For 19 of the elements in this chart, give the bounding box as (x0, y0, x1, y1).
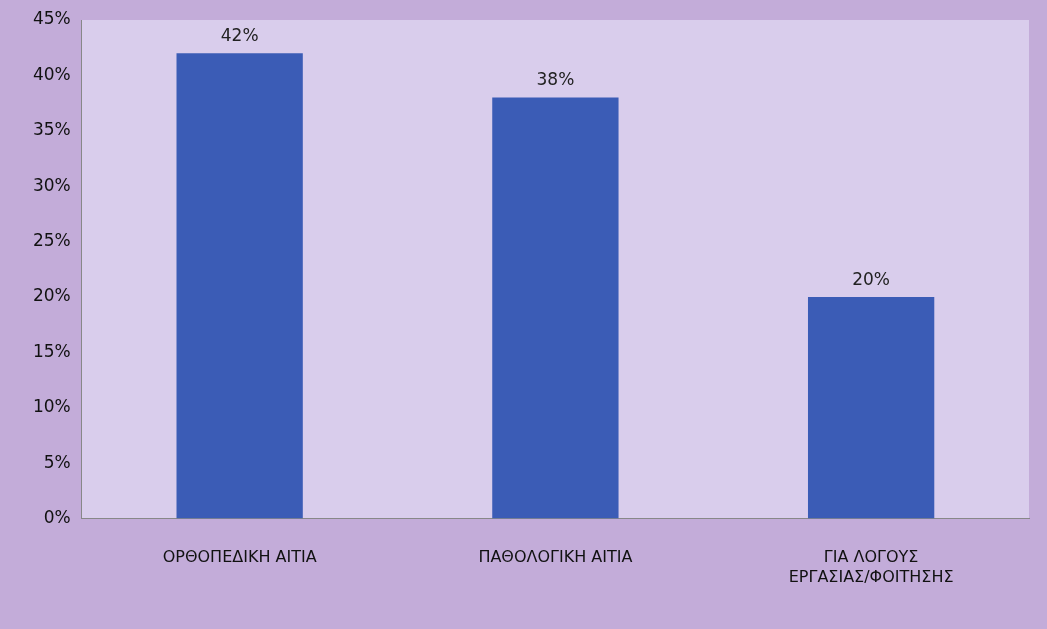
y-tick-label: 40% (32, 63, 71, 84)
y-tick-label: 5% (43, 451, 71, 472)
y-tick-label: 45% (32, 8, 71, 29)
y-tick-label: 15% (32, 340, 71, 361)
x-tick-label: ΓΙΑ ΛΟΓΟΥΣ ΕΡΓΑΣΙΑΣ/ΦΟΙΤΗΣΗΣ (788, 547, 954, 586)
x-tick-label: ΟΡΘΟΠΕΔΙΚΗ ΑΙΤΙΑ (162, 547, 317, 567)
data-label: 20% (852, 268, 891, 289)
bar (176, 53, 303, 519)
y-tick-label: 35% (32, 119, 71, 140)
y-tick-label: 0% (43, 507, 71, 528)
bar (807, 297, 935, 519)
y-tick-label: 20% (32, 285, 71, 306)
bar (492, 97, 619, 519)
y-tick-label: 10% (32, 396, 71, 417)
y-tick-label: 25% (32, 230, 71, 251)
y-tick-label: 30% (32, 174, 71, 195)
data-label: 38% (536, 69, 575, 90)
data-label: 42% (220, 25, 259, 46)
x-tick-label: ΠΑΘΟΛΟΓΙΚΗ ΑΙΤΙΑ (478, 547, 633, 567)
